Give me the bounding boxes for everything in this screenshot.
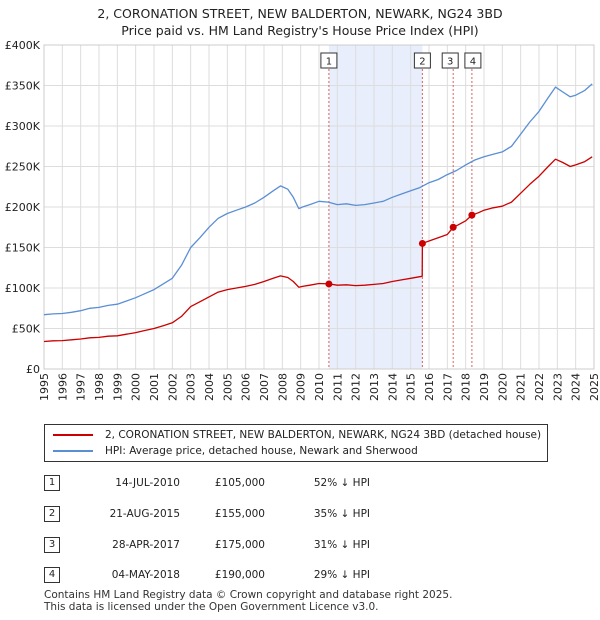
x-tick-label: 2024 [570,373,583,401]
sale-point [449,223,457,231]
legend-item-property: 2, CORONATION STREET, NEW BALDERTON, NEW… [53,427,541,443]
footer-copyright: Contains HM Land Registry data © Crown c… [44,589,453,601]
x-tick-label: 2010 [313,373,326,401]
x-tick-label: 2001 [148,373,161,401]
y-tick-label: £200K [5,201,41,214]
sale-point [468,211,476,219]
sale-label-box [441,52,459,69]
chart-subtitle: Price paid vs. HM Land Registry's House … [121,23,479,38]
sale-label-number: 4 [470,57,476,68]
sale-date: 21-AUG-2015 [109,508,180,520]
x-tick-label: 2017 [441,373,454,401]
sale-number-badge: 1 [44,475,60,491]
x-tick-label: 2023 [551,373,564,401]
x-tick-label: 2016 [423,373,436,401]
x-tick-label: 2022 [533,373,546,401]
sale-date: 14-JUL-2010 [115,477,180,489]
sale-number-badge: 3 [44,537,60,553]
footer-license: This data is licensed under the Open Gov… [44,601,379,613]
y-tick-label: £150K [5,242,41,255]
x-tick-label: 2011 [331,373,344,401]
property-series-line [43,156,593,343]
sale-hpi-diff: 35% ↓ HPI [313,508,370,520]
sale-label-box [320,52,338,69]
legend-swatch-hpi [53,450,93,452]
sale-label-box [413,52,431,69]
y-tick-label: £0 [26,363,40,376]
y-tick-label: £100K [5,282,41,295]
x-tick-label: 1998 [93,373,106,401]
legend-label-hpi: HPI: Average price, detached house, Newa… [105,445,418,457]
sale-row: 2 21-AUG-2015 £155,000 35% ↓ HPI [0,506,600,526]
sale-label-number: 2 [419,57,425,68]
sale-number-badge: 4 [44,567,60,583]
sale-row: 1 14-JUL-2010 £105,000 52% ↓ HPI [0,475,600,495]
sale-hpi-diff: 52% ↓ HPI [313,477,370,489]
x-tick-label: 2018 [460,373,473,401]
x-tick-label: 2006 [240,373,253,401]
hpi-series-line [43,83,593,316]
sale-label-number: 1 [326,57,332,68]
legend-swatch-property [53,434,93,436]
sale-date: 28-APR-2017 [112,539,180,551]
sale-price: £105,000 [214,477,265,489]
sale-label-number: 3 [447,57,453,68]
x-tick-label: 1995 [38,373,51,401]
x-tick-label: 2012 [350,373,363,401]
y-tick-label: £300K [5,120,41,133]
sale-hpi-diff: 29% ↓ HPI [313,569,370,581]
x-tick-label: 2000 [130,373,143,401]
x-tick-label: 2021 [515,373,528,401]
sale-price: £175,000 [214,539,265,551]
x-tick-label: 1996 [56,373,69,401]
x-tick-label: 2003 [185,373,198,401]
sale-row: 3 28-APR-2017 £175,000 31% ↓ HPI [0,537,600,557]
x-tick-label: 2008 [276,373,289,401]
sale-price: £155,000 [214,508,265,520]
x-tick-label: 2007 [258,373,271,401]
sale-row: 4 04-MAY-2018 £190,000 29% ↓ HPI [0,567,600,587]
x-tick-label: 2019 [478,373,491,401]
x-tick-label: 2002 [166,373,179,401]
legend-item-hpi: HPI: Average price, detached house, Newa… [53,443,418,459]
sale-hpi-diff: 31% ↓ HPI [313,539,370,551]
y-tick-label: £50K [12,323,41,336]
chart-title: 2, CORONATION STREET, NEW BALDERTON, NEW… [97,6,503,21]
x-tick-label: 2020 [496,373,509,401]
sale-price: £190,000 [214,569,265,581]
y-tick-label: £350K [5,80,41,93]
x-tick-label: 2004 [203,373,216,401]
x-tick-label: 1999 [111,373,124,401]
x-tick-label: 2013 [368,373,381,401]
price-chart: £0 £50K £100K £150K £200K £250K £300K £350K £400… [5,39,600,401]
x-tick-label: 2025 [588,373,600,401]
x-tick-label: 2014 [386,373,399,401]
y-tick-label: £250K [5,161,41,174]
sale-label-box [464,52,482,69]
x-tick-label: 2015 [405,373,418,401]
x-tick-label: 1997 [75,373,88,401]
plot-area [43,44,595,370]
x-tick-label: 2009 [295,373,308,401]
x-tick-label: 2005 [221,373,234,401]
sale-date: 04-MAY-2018 [111,569,180,581]
y-tick-label: £400K [5,39,41,52]
legend-label-property: 2, CORONATION STREET, NEW BALDERTON, NEW… [105,429,542,441]
sale-point [325,280,333,288]
sale-number-badge: 2 [44,506,60,522]
sale-point [418,239,426,247]
chart-legend: 2, CORONATION STREET, NEW BALDERTON, NEW… [44,424,548,462]
